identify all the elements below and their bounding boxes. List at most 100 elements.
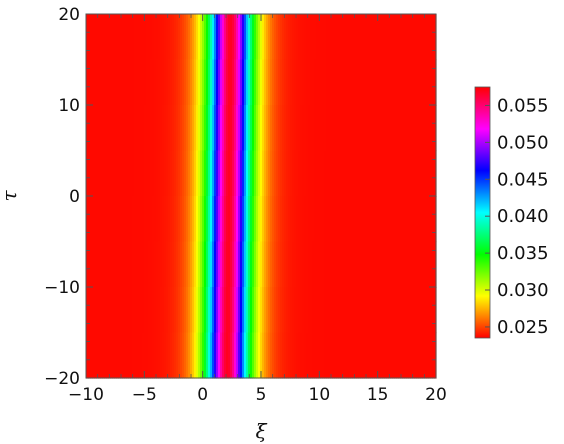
heat-cell — [138, 332, 141, 379]
y-tick-label: −10 — [44, 278, 80, 298]
heat-cell — [360, 287, 363, 334]
heat-cell — [282, 332, 285, 379]
heat-cell — [394, 105, 397, 152]
heat-cell — [144, 196, 147, 243]
heat-cell — [328, 196, 331, 243]
heat-cell — [130, 150, 133, 197]
heat-cell — [178, 287, 181, 334]
heat-cell — [210, 196, 213, 243]
heat-cell — [336, 287, 339, 334]
heat-cell — [314, 59, 317, 106]
heat-cell — [416, 150, 419, 197]
heat-cell — [364, 105, 367, 152]
heat-cell — [130, 196, 133, 243]
heat-cell — [198, 241, 201, 288]
heat-cell — [354, 196, 357, 243]
heat-cell — [316, 105, 319, 152]
heat-cell — [164, 59, 167, 106]
heat-cell — [284, 105, 287, 152]
heat-cell — [244, 105, 247, 152]
heat-cell — [256, 14, 259, 61]
heat-cell — [222, 196, 225, 243]
heat-cell — [210, 332, 213, 379]
heat-cell — [330, 59, 333, 106]
heat-cell — [260, 59, 263, 106]
heat-cell — [158, 196, 161, 243]
heat-cell — [402, 287, 405, 334]
heat-cell — [216, 150, 219, 197]
heat-cell — [106, 150, 109, 197]
heat-cell — [410, 196, 413, 243]
colorbar-tick-label: 0.035 — [497, 243, 549, 264]
heat-cell — [400, 105, 403, 152]
heat-cell — [224, 241, 227, 288]
heat-cell — [386, 14, 389, 61]
heat-cell — [110, 332, 113, 379]
heat-cell — [312, 241, 315, 288]
heat-cell — [356, 287, 359, 334]
heat-cell — [276, 150, 279, 197]
heat-cell — [352, 332, 355, 379]
heat-cell — [140, 59, 143, 106]
heat-cell — [116, 150, 119, 197]
heat-cell — [226, 59, 229, 106]
heat-cell — [408, 59, 411, 106]
heat-cell — [254, 105, 257, 152]
heat-cell — [248, 105, 251, 152]
heat-cell — [276, 196, 279, 243]
heat-cell — [414, 241, 417, 288]
heat-cell — [254, 287, 257, 334]
heat-cell — [280, 105, 283, 152]
heat-cell — [174, 59, 177, 106]
heat-cell — [152, 150, 155, 197]
heat-cell — [204, 196, 207, 243]
heat-cell — [242, 332, 245, 379]
heat-cell — [278, 150, 281, 197]
heat-cell — [202, 332, 205, 379]
heat-cell — [186, 241, 189, 288]
heat-cell — [242, 105, 245, 152]
heat-cell — [378, 105, 381, 152]
heat-cell — [178, 332, 181, 379]
heat-cell — [292, 14, 295, 61]
heat-cell — [352, 150, 355, 197]
heat-cell — [234, 287, 237, 334]
heat-cell — [282, 150, 285, 197]
heat-cell — [176, 59, 179, 106]
heat-cell — [144, 105, 147, 152]
heat-cell — [136, 287, 139, 334]
heat-cell — [226, 287, 229, 334]
heat-cell — [332, 196, 335, 243]
heat-cell — [142, 59, 145, 106]
heat-cell — [208, 241, 211, 288]
heat-cell — [376, 332, 379, 379]
heat-cell — [244, 150, 247, 197]
heat-cell — [396, 332, 399, 379]
heat-cell — [182, 105, 185, 152]
heat-cell — [272, 14, 275, 61]
heat-cell — [142, 196, 145, 243]
heat-cell — [150, 14, 153, 61]
heat-cell — [364, 332, 367, 379]
heat-cell — [238, 196, 241, 243]
heat-cell — [230, 150, 233, 197]
heat-cell — [262, 105, 265, 152]
heat-cell — [232, 287, 235, 334]
heat-cell — [102, 59, 105, 106]
heat-cell — [90, 332, 93, 379]
heat-cell — [144, 59, 147, 106]
heat-cell — [272, 287, 275, 334]
heat-cell — [230, 105, 233, 152]
heat-cell — [204, 287, 207, 334]
heat-cell — [146, 14, 149, 61]
heat-cell — [208, 105, 211, 152]
heat-cell — [184, 150, 187, 197]
heat-cell — [228, 14, 231, 61]
heat-cell — [342, 287, 345, 334]
heat-cell — [96, 241, 99, 288]
heat-cell — [322, 14, 325, 61]
heat-cell — [378, 332, 381, 379]
heat-cell — [386, 105, 389, 152]
heat-cell — [426, 332, 429, 379]
heat-cell — [284, 241, 287, 288]
